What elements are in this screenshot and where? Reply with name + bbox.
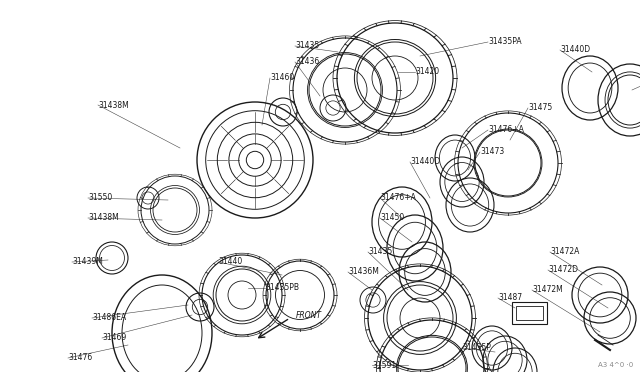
- Text: 31469: 31469: [102, 334, 126, 343]
- Text: 31472M: 31472M: [532, 285, 563, 295]
- Text: 31476+A: 31476+A: [488, 125, 524, 135]
- Text: 31438M: 31438M: [88, 214, 119, 222]
- Text: FRONT: FRONT: [296, 311, 322, 321]
- Text: 31486EA: 31486EA: [92, 314, 126, 323]
- Text: 31440: 31440: [218, 257, 243, 266]
- Text: 31440D: 31440D: [560, 45, 590, 55]
- Text: 31435P: 31435P: [462, 343, 491, 353]
- Text: 31591: 31591: [372, 360, 396, 369]
- Text: 31420: 31420: [415, 67, 439, 77]
- Text: 31435: 31435: [368, 247, 392, 257]
- Text: 31435PB: 31435PB: [265, 283, 299, 292]
- Text: 31475: 31475: [528, 103, 552, 112]
- Text: 31440D: 31440D: [410, 157, 440, 167]
- Text: A3 4^0 ·0: A3 4^0 ·0: [598, 362, 633, 368]
- Text: 31472D: 31472D: [548, 266, 578, 275]
- Text: 31476: 31476: [68, 353, 92, 362]
- Text: 31476+A: 31476+A: [380, 193, 416, 202]
- Text: 31472A: 31472A: [550, 247, 579, 257]
- Text: 31473: 31473: [480, 148, 504, 157]
- Text: 31436: 31436: [295, 58, 319, 67]
- Bar: [516, 306, 543, 320]
- Text: 31435PA: 31435PA: [488, 38, 522, 46]
- Bar: [512, 302, 547, 324]
- Text: 31438M: 31438M: [98, 100, 129, 109]
- Text: 31435: 31435: [295, 42, 319, 51]
- Text: 31436M: 31436M: [348, 267, 379, 276]
- Text: 31450: 31450: [380, 214, 404, 222]
- Text: 31487: 31487: [498, 294, 522, 302]
- Text: 31439M: 31439M: [72, 257, 103, 266]
- Text: 31550: 31550: [88, 193, 112, 202]
- Text: 31460: 31460: [270, 74, 294, 83]
